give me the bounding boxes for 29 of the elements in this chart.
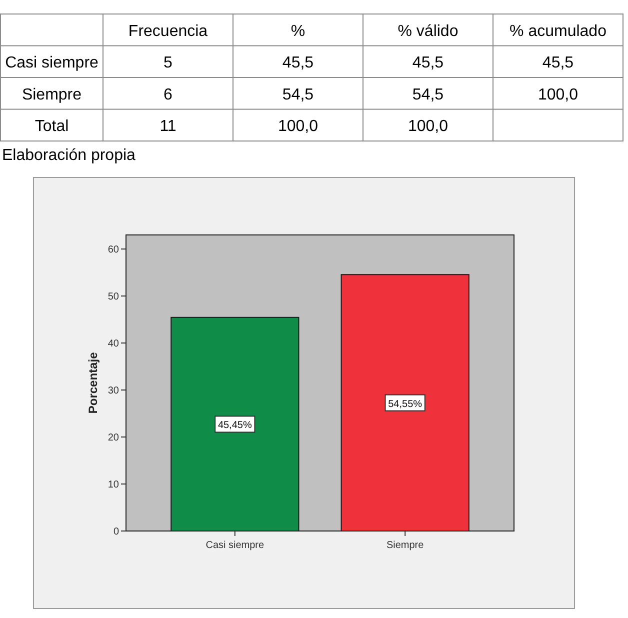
category-label: Frecuencia [128,22,208,40]
text: 5 [164,54,172,72]
category-label: % acumulado [510,22,607,40]
y-tick-label: 10 [108,480,120,490]
category-label: % [290,22,306,40]
category-label: Casi siempre [5,54,98,72]
y-axis-title: Porcentaje [86,352,100,414]
y-tick-label: 0 [113,526,120,538]
text: 45,5 [542,54,574,72]
text: 100,0 [538,86,578,104]
y-tick-label: 60 [108,244,120,256]
text: 11 [160,118,176,136]
y-tick-label: 20 [108,432,120,444]
y-tick-label: 50 [108,292,120,302]
category-label: Siempre [22,86,82,104]
text: 54,5 [412,86,444,104]
category-label: Total [34,118,69,136]
text: Elaboración propia [2,147,136,164]
text: 100,0 [278,118,318,136]
text: 6 [164,86,172,104]
category-label: % válido [398,22,458,40]
text: 45,5 [282,54,314,72]
text: 100,0 [408,118,448,136]
data-label: 54,55% [388,398,422,410]
y-tick-label: 30 [108,386,120,396]
text: 45,5 [412,54,444,72]
y-tick-label: 40 [108,338,120,350]
text: 54,5 [282,86,314,104]
data-label: 45,45% [218,420,252,432]
